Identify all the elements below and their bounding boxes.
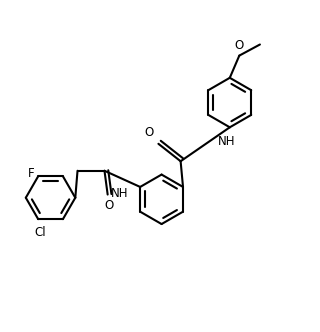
Text: F: F	[28, 167, 34, 180]
Text: O: O	[105, 199, 114, 212]
Text: O: O	[144, 126, 154, 139]
Text: NH: NH	[218, 134, 236, 148]
Text: Cl: Cl	[34, 226, 45, 239]
Text: NH: NH	[110, 187, 128, 200]
Text: O: O	[235, 40, 244, 52]
